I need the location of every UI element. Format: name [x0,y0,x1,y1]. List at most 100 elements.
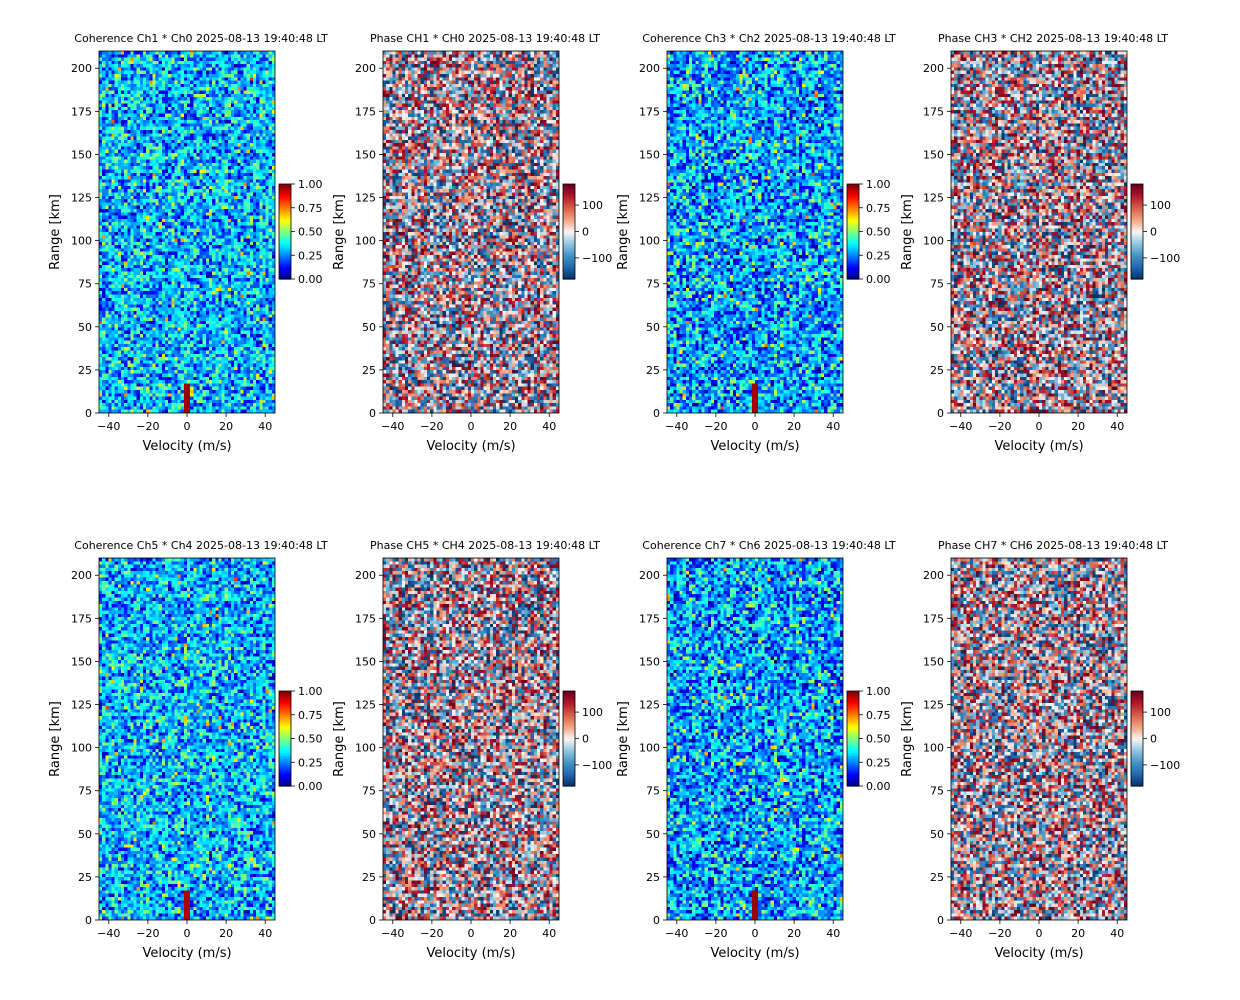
colorbar-segment [563,702,575,706]
x-tick-label: −40 [97,420,120,433]
colorbar-segment [563,217,575,221]
colorbar-segment [563,265,575,268]
colorbar-segment [279,714,291,718]
colorbar-segment [279,710,291,714]
colorbar-segment [1131,692,1143,696]
colorbar-segment [563,193,575,197]
colorbar-segment [847,217,859,221]
colorbar-segment [847,750,859,753]
colorbar-segment [847,241,859,244]
x-axis-label: Velocity (m/s) [710,439,799,454]
colorbar-segment [279,241,291,244]
colorbar-segment [1131,691,1143,694]
colorbar-segment [1131,209,1143,213]
x-tick-label: 0 [1036,927,1043,940]
colorbar-segment [563,760,575,763]
colorbar-segment [1131,193,1143,197]
colorbar-segment [847,231,859,235]
colorbar-segment [563,746,575,749]
heatmap-image [951,558,1127,920]
colorbar-tick-label: 100 [582,706,603,719]
colorbar-segment [1131,700,1143,704]
colorbar-segment [279,718,291,722]
colorbar-segment [279,694,291,698]
colorbar-tick-label: 0.50 [866,733,891,746]
colorbar-segment [563,195,575,199]
x-tick-label: 0 [468,420,475,433]
x-axis-label: Velocity (m/s) [142,439,231,454]
colorbar-segment [563,249,575,252]
x-axis-label: Velocity (m/s) [994,946,1083,961]
colorbar-segment [563,219,575,223]
colorbar-segment [279,247,291,250]
colorbar-segment [1131,225,1143,229]
colorbar-segment [1131,203,1143,207]
colorbar-segment [563,692,575,696]
colorbar-tick-label: 100 [582,199,603,212]
x-tick-label: −40 [97,927,120,940]
colorbar: 0.00 0.25 0.50 0.75 1.00 [278,178,323,286]
colorbar-segment [279,269,291,272]
colorbar-tick-label: 0 [1150,733,1157,746]
y-tick-label: 150 [923,655,944,668]
colorbar-segment [847,724,859,728]
colorbar-segment [279,768,291,771]
colorbar-segment [847,692,859,696]
colorbar-segment [847,704,859,708]
colorbar-segment [563,712,575,716]
colorbar-segment [847,730,859,734]
colorbar-segment [563,691,575,694]
colorbar-segment [1131,750,1143,753]
y-tick-label: 50 [362,321,376,334]
colorbar-segment [563,698,575,702]
colorbar-segment [279,245,291,248]
colorbar-segment [1131,233,1143,237]
colorbar-segment [847,784,859,787]
y-tick-label: 200 [639,569,660,582]
colorbar-segment [279,239,291,242]
colorbar-segment [279,698,291,702]
colorbar-segment [563,736,575,740]
y-tick-label: 175 [923,105,944,118]
colorbar-segment [563,742,575,746]
colorbar-segment [847,233,859,237]
colorbar-segment [563,209,575,213]
colorbar-segment [563,191,575,195]
colorbar-segment [563,758,575,761]
colorbar-segment [1131,184,1143,187]
y-tick-label: 200 [71,569,92,582]
colorbar-segment [1131,702,1143,706]
colorbar-segment [847,756,859,759]
colorbar-segment [563,245,575,248]
colorbar-segment [563,259,575,262]
colorbar-segment [1131,205,1143,209]
colorbar-segment [1131,213,1143,217]
colorbar-segment [279,730,291,734]
colorbar-segment [563,748,575,751]
colorbar-segment [1131,275,1143,278]
y-tick-label: 125 [355,699,376,712]
colorbar-segment [1131,271,1143,274]
colorbar-segment [1131,704,1143,708]
colorbar-segment [847,714,859,718]
colorbar-segment [279,766,291,769]
y-tick-label: 175 [71,105,92,118]
colorbar-segment [1131,730,1143,734]
colorbar-segment [1131,191,1143,195]
colorbar-segment [1131,762,1143,765]
colorbar-segment [847,191,859,195]
colorbar-segment [279,251,291,254]
y-tick-label: 75 [362,785,376,798]
y-tick-label: 175 [71,612,92,625]
colorbar-segment [279,235,291,239]
y-axis-label: Range [km] [48,194,63,270]
colorbar-tick-label: 0 [582,226,589,239]
y-tick-label: 150 [355,148,376,161]
colorbar-segment [563,243,575,246]
colorbar-segment [279,237,291,241]
colorbar-segment [563,237,575,241]
colorbar-segment [563,267,575,270]
colorbar-segment [279,744,291,748]
colorbar-segment [279,740,291,744]
colorbar-segment [847,722,859,726]
